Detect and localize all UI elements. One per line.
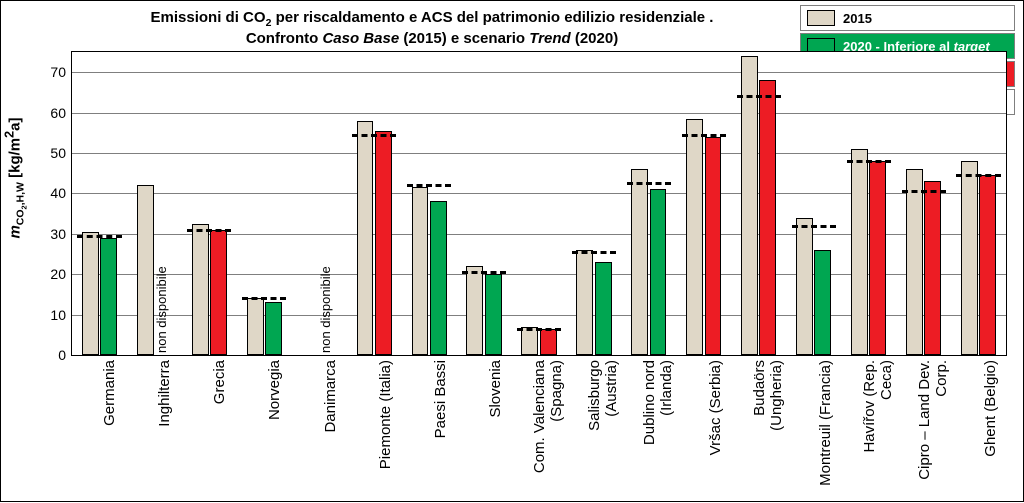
y-tick-label: 60	[50, 105, 72, 121]
x-tick-label: Vršac (Serbia)	[707, 360, 724, 455]
na-label: non disponibile	[318, 266, 333, 353]
bar-2020	[814, 250, 831, 355]
bar-2015	[192, 224, 209, 355]
bar-2015	[686, 119, 703, 355]
bar-2020	[595, 262, 612, 355]
bar-2015	[82, 232, 99, 355]
x-tick-label: Com. Valenciana(Spagna)	[531, 360, 565, 473]
title-line-1: Emissioni di CO2 per riscaldamento e ACS…	[151, 9, 714, 26]
bar-2015	[412, 187, 429, 355]
title-line-2: Confronto Caso Base (2015) e scenario Tr…	[246, 30, 618, 47]
bar-2015	[796, 218, 813, 355]
y-tick-label: 50	[50, 145, 72, 161]
bar-2015	[906, 169, 923, 355]
legend-2015: 2015	[800, 5, 1015, 31]
bar-2020	[705, 137, 722, 355]
x-tick-label: Havířov (Rep.Ceca)	[861, 360, 895, 453]
x-tick-label: Germania	[101, 360, 118, 426]
bar-2015	[851, 149, 868, 355]
x-tick-label: Inghilterra	[156, 360, 173, 427]
x-tick-label: Danimarca	[322, 360, 339, 433]
bar-2015	[521, 327, 538, 355]
target-line	[77, 235, 121, 238]
target-line	[572, 251, 616, 254]
bar-2020	[650, 189, 667, 355]
bar-2020	[430, 201, 447, 355]
bar-2015	[247, 298, 264, 355]
bar-2020	[485, 274, 502, 355]
plot-area: 010203040506070non disponibilenon dispon…	[71, 51, 1007, 356]
bar-2015	[741, 56, 758, 355]
target-line	[242, 297, 286, 300]
bar-2020	[759, 80, 776, 355]
bar-2020	[979, 175, 996, 355]
x-tick-label: Piemonte (Italia)	[377, 360, 394, 469]
y-tick-label: 30	[50, 226, 72, 242]
x-tick-label: Dublino nord(Irlanda)	[641, 360, 675, 445]
target-line	[682, 134, 726, 137]
na-label: non disponibile	[154, 266, 169, 353]
y-tick-label: 10	[50, 307, 72, 323]
x-tick-label: Norvegia	[266, 360, 283, 420]
x-tick-label: Ghent (Belgio)	[982, 360, 999, 457]
gridline	[72, 113, 1006, 114]
target-line	[956, 174, 1000, 177]
x-tick-label: Cipro – Land Dev.Corp.	[916, 360, 950, 480]
bar-2020	[100, 238, 117, 355]
y-axis-label: mCO2,H,W [kg/m2a]	[1, 1, 29, 356]
bar-2020	[869, 161, 886, 355]
bar-2015	[357, 121, 374, 355]
bar-2015	[137, 185, 154, 355]
y-tick-label: 70	[50, 64, 72, 80]
legend-swatch-2015	[807, 10, 835, 26]
bar-2020	[375, 131, 392, 355]
bar-2020	[265, 302, 282, 355]
target-line	[407, 184, 451, 187]
target-line	[792, 225, 836, 228]
x-tick-label: Budaörs(Ungheria)	[751, 360, 785, 431]
y-tick-label: 40	[50, 185, 72, 201]
bar-2020	[924, 181, 941, 355]
target-line	[187, 229, 231, 232]
x-tick-label: Grecia	[211, 360, 228, 404]
x-tick-label: Paesi Bassi	[432, 360, 449, 438]
x-axis-labels: Germania Inghilterra Grecia Norvegia Danimar…	[71, 356, 1007, 501]
bar-2020	[540, 329, 557, 355]
bar-2015	[576, 250, 593, 355]
x-tick-label: Slovenia	[487, 360, 504, 418]
y-axis-label-text: mCO2,H,W [kg/m2a]	[2, 118, 28, 239]
target-line	[627, 182, 671, 185]
legend-label-2015: 2015	[843, 11, 872, 26]
target-line	[847, 160, 891, 163]
target-line	[352, 134, 396, 137]
x-tick-label: Montreuil (Francia)	[817, 360, 834, 486]
target-line	[517, 328, 561, 331]
bar-2015	[631, 169, 648, 355]
target-line	[737, 95, 781, 98]
gridline	[72, 72, 1006, 73]
bar-2015	[961, 161, 978, 355]
chart-container: Emissioni di CO2 per riscaldamento e ACS…	[0, 0, 1024, 502]
bar-2015	[466, 266, 483, 355]
bar-2020	[210, 230, 227, 355]
y-tick-label: 0	[58, 347, 72, 363]
chart-title: Emissioni di CO2 per riscaldamento e ACS…	[81, 9, 783, 49]
y-tick-label: 20	[50, 266, 72, 282]
x-tick-label: Salisburgo(Austria)	[586, 360, 620, 431]
target-line	[462, 271, 506, 274]
target-line	[902, 190, 946, 193]
